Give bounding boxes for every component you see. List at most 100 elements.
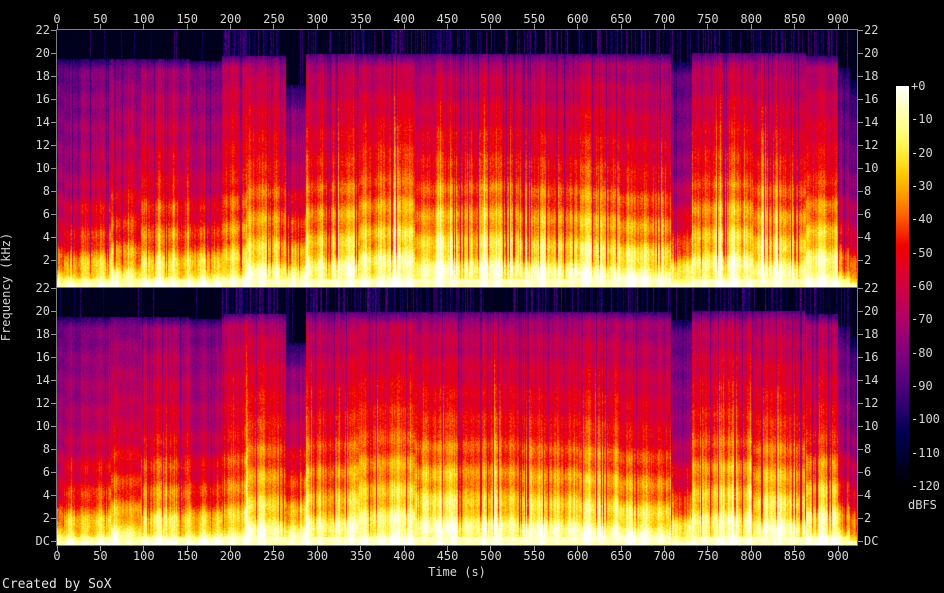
y-axis-tick-right bbox=[858, 287, 863, 289]
y-tick-label-left: 12 bbox=[35, 137, 50, 152]
y-axis-tick-left bbox=[51, 333, 56, 335]
colorbar-gradient bbox=[896, 86, 909, 486]
y-axis-tick-left bbox=[51, 167, 56, 169]
y-axis-tick-left bbox=[51, 310, 56, 312]
y-tick-label-right: 10 bbox=[864, 418, 879, 433]
y-axis-tick-right bbox=[858, 494, 863, 496]
x-axis-tick-top bbox=[707, 24, 709, 29]
x-tick-label-top: 200 bbox=[219, 12, 242, 26]
x-tick-label-bottom: 650 bbox=[610, 549, 632, 563]
y-tick-label-right: 4 bbox=[864, 487, 872, 502]
x-tick-label-bottom: 450 bbox=[436, 549, 459, 563]
y-tick-label-right: 14 bbox=[864, 114, 879, 129]
colorbar-tick-label: -100 bbox=[911, 412, 940, 427]
x-tick-label-top: 450 bbox=[436, 12, 459, 26]
y-tick-label-right: 20 bbox=[864, 303, 879, 318]
x-tick-label-bottom: 350 bbox=[349, 549, 372, 563]
x-tick-label-top: 650 bbox=[610, 12, 632, 26]
x-tick-label-bottom: 50 bbox=[93, 549, 108, 563]
x-tick-label-top: 700 bbox=[653, 12, 676, 26]
x-tick-label-top: 600 bbox=[566, 12, 589, 26]
y-tick-label-left: 22 bbox=[35, 22, 50, 37]
y-tick-label-left: 16 bbox=[35, 349, 50, 364]
x-tick-label-top: 400 bbox=[393, 12, 415, 26]
y-axis-tick-right bbox=[858, 98, 863, 100]
y-axis-tick-left bbox=[51, 75, 56, 77]
y-tick-label-right: 2 bbox=[864, 252, 872, 267]
x-axis-tick-top bbox=[447, 24, 448, 29]
x-axis-tick-top bbox=[620, 24, 622, 29]
x-axis-tick-top bbox=[663, 24, 665, 29]
x-tick-label-bottom: 850 bbox=[783, 549, 806, 563]
x-axis-tick-top bbox=[533, 24, 535, 29]
x-axis-tick-top bbox=[403, 24, 405, 29]
x-axis-tick-bottom bbox=[577, 546, 579, 551]
y-tick-label-right: 20 bbox=[864, 45, 879, 60]
y-tick-label-left: 6 bbox=[42, 464, 50, 479]
y-axis-tick-left bbox=[51, 471, 56, 473]
colorbar-tick-label: -30 bbox=[911, 179, 933, 193]
x-axis-tick-bottom bbox=[490, 546, 492, 551]
y-axis-tick-right bbox=[858, 310, 863, 312]
y-axis-tick-left bbox=[51, 52, 56, 54]
y-axis-tick-right bbox=[858, 333, 863, 335]
y-tick-label-right: 12 bbox=[864, 137, 879, 152]
x-tick-label-top: 150 bbox=[176, 12, 198, 26]
x-tick-label-top: 350 bbox=[349, 12, 372, 26]
y-axis-tick-left bbox=[51, 494, 56, 496]
x-axis-tick-bottom bbox=[447, 546, 448, 551]
y-axis-tick-left bbox=[51, 287, 56, 289]
y-tick-label-right: 6 bbox=[864, 206, 872, 221]
y-tick-label-right: 14 bbox=[864, 372, 879, 387]
x-tick-label-bottom: 400 bbox=[393, 549, 415, 563]
y-dc-label-right: DC bbox=[864, 533, 879, 548]
x-tick-label-bottom: 900 bbox=[827, 549, 849, 563]
x-axis-tick-top bbox=[99, 24, 101, 29]
x-axis-tick-top bbox=[56, 24, 58, 29]
colorbar-tick-label: -70 bbox=[911, 312, 933, 327]
x-axis-tick-bottom bbox=[663, 546, 665, 551]
x-tick-label-bottom: 600 bbox=[566, 549, 589, 563]
x-tick-label-top: 250 bbox=[263, 12, 285, 26]
x-axis-tick-bottom bbox=[99, 546, 101, 551]
y-tick-label-right: 12 bbox=[864, 395, 879, 410]
y-axis-tick-right bbox=[858, 236, 863, 238]
x-tick-label-top: 750 bbox=[696, 12, 719, 26]
x-axis-tick-top bbox=[316, 24, 318, 29]
y-tick-label-right: 16 bbox=[864, 91, 879, 106]
x-axis-tick-top bbox=[837, 24, 839, 29]
colorbar-tick-label: -80 bbox=[911, 345, 933, 360]
x-axis-tick-top bbox=[143, 24, 145, 29]
y-tick-label-left: 8 bbox=[42, 183, 50, 198]
x-axis-tick-bottom bbox=[186, 546, 188, 551]
x-axis-tick-bottom bbox=[533, 546, 535, 551]
y-tick-label-left: 8 bbox=[42, 441, 50, 456]
x-axis-tick-top bbox=[360, 24, 362, 29]
y-tick-label-left: 4 bbox=[42, 229, 50, 244]
y-tick-label-right: 10 bbox=[864, 160, 879, 175]
y-axis-tick-left bbox=[51, 29, 56, 31]
x-axis-tick-top bbox=[577, 24, 579, 29]
x-tick-label-bottom: 800 bbox=[740, 549, 763, 563]
x-axis-tick-top bbox=[273, 24, 275, 29]
colorbar-tick-label: -110 bbox=[911, 445, 940, 460]
x-axis-tick-bottom bbox=[750, 546, 752, 551]
y-axis-tick-right bbox=[858, 517, 863, 519]
x-axis-tick-bottom bbox=[837, 546, 839, 551]
x-tick-label-bottom: 0 bbox=[53, 549, 61, 563]
x-axis-tick-bottom bbox=[143, 546, 145, 551]
y-axis-tick-right bbox=[858, 75, 863, 77]
y-axis-tick-left bbox=[51, 356, 56, 358]
y-tick-label-right: 8 bbox=[864, 441, 872, 456]
y-tick-label-right: 18 bbox=[864, 68, 879, 83]
y-axis-tick-left bbox=[51, 402, 56, 404]
x-tick-label-top: 800 bbox=[740, 12, 763, 26]
y-axis-tick-right bbox=[858, 190, 863, 192]
y-axis-tick-right bbox=[858, 471, 863, 473]
y-dc-label-left: DC bbox=[35, 533, 50, 548]
y-tick-label-left: 18 bbox=[35, 68, 50, 83]
colorbar-tick-label: +0 bbox=[911, 79, 926, 93]
y-axis-tick-left bbox=[51, 517, 56, 519]
y-tick-label-left: 10 bbox=[35, 418, 50, 433]
